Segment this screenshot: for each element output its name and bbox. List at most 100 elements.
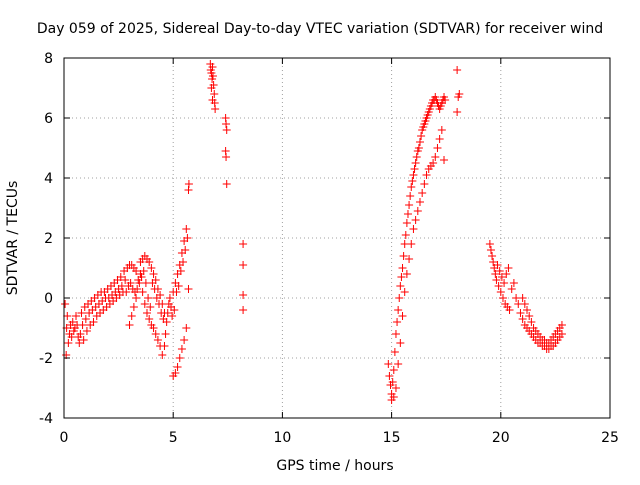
data-point-marker <box>409 171 418 179</box>
y-tick-label: 0 <box>44 291 53 307</box>
data-point-marker <box>72 312 81 320</box>
data-point-marker <box>403 210 412 218</box>
data-point-marker <box>171 369 180 377</box>
data-point-marker <box>505 306 514 314</box>
data-point-marker <box>182 225 191 233</box>
data-point-marker <box>222 126 231 134</box>
data-point-marker <box>184 180 193 188</box>
data-point-marker <box>78 321 87 329</box>
data-point-marker <box>406 192 415 200</box>
data-point-marker <box>500 279 509 287</box>
data-point-marker <box>179 258 188 266</box>
data-point-marker <box>399 252 408 260</box>
data-point-marker <box>497 273 506 281</box>
x-tick-label: 5 <box>169 430 178 446</box>
data-point-marker <box>211 105 220 113</box>
data-point-marker <box>494 282 503 290</box>
data-point-marker <box>138 288 147 296</box>
y-tick-label: 4 <box>44 171 53 187</box>
data-point-marker <box>127 312 136 320</box>
data-point-marker <box>486 246 495 254</box>
data-point-marker <box>172 288 181 296</box>
data-point-marker <box>161 330 170 338</box>
data-point-marker <box>153 285 162 293</box>
data-point-marker <box>420 180 429 188</box>
data-point-marker <box>504 264 513 272</box>
data-point-marker <box>488 252 497 260</box>
y-tick-label: 6 <box>44 111 53 127</box>
data-point-marker <box>176 267 185 275</box>
data-point-marker <box>485 240 494 248</box>
data-point-marker <box>433 144 442 152</box>
data-point-marker <box>82 327 91 335</box>
data-point-marker <box>76 330 85 338</box>
data-point-marker <box>89 318 98 326</box>
x-tick-label: 20 <box>492 430 510 446</box>
data-point-marker <box>417 132 426 140</box>
x-tick-label: 15 <box>383 430 401 446</box>
data-point-marker <box>77 309 86 317</box>
data-point-marker <box>144 294 153 302</box>
data-point-marker <box>408 177 417 185</box>
data-point-marker <box>520 300 529 308</box>
data-point-marker <box>453 66 462 74</box>
data-point-marker <box>498 294 507 302</box>
grid-lines <box>64 58 610 418</box>
data-point-marker <box>146 303 155 311</box>
data-point-marker <box>180 336 189 344</box>
data-point-marker <box>239 240 248 248</box>
data-point-marker <box>496 288 505 296</box>
y-tick-label: -2 <box>39 351 53 367</box>
data-point-marker <box>173 363 182 371</box>
data-point-marker <box>414 144 423 152</box>
data-points <box>61 60 566 404</box>
data-point-marker <box>412 153 421 161</box>
data-point-marker <box>509 279 518 287</box>
data-point-marker <box>527 318 536 326</box>
data-point-marker <box>132 267 141 275</box>
data-point-marker <box>384 360 393 368</box>
data-point-marker <box>413 207 422 215</box>
data-point-marker <box>239 306 248 314</box>
data-point-marker <box>142 309 151 317</box>
data-point-marker <box>394 306 403 314</box>
data-point-marker <box>122 288 131 296</box>
data-point-marker <box>389 366 398 374</box>
data-point-marker <box>389 393 398 401</box>
chart-title: Day 059 of 2025, Sidereal Day-to-day VTE… <box>37 21 603 37</box>
data-point-marker <box>410 165 419 173</box>
data-point-marker <box>129 303 138 311</box>
data-point-marker <box>210 90 219 98</box>
data-point-marker <box>162 318 171 326</box>
data-point-marker <box>132 294 141 302</box>
data-point-marker <box>492 276 501 284</box>
data-point-marker <box>385 372 394 380</box>
data-point-marker <box>405 255 414 263</box>
data-point-marker <box>391 384 400 392</box>
data-point-marker <box>239 261 248 269</box>
data-point-marker <box>68 318 77 326</box>
data-point-marker <box>126 279 135 287</box>
y-axis-title: SDTVAR / TECUs <box>5 181 21 296</box>
data-point-marker <box>557 330 566 338</box>
data-point-marker <box>175 354 184 362</box>
data-point-marker <box>415 198 424 206</box>
data-point-marker <box>415 138 424 146</box>
data-point-marker <box>149 324 158 332</box>
data-point-marker <box>455 90 464 98</box>
data-point-marker <box>165 294 174 302</box>
data-point-marker <box>431 153 440 161</box>
data-point-marker <box>411 159 420 167</box>
data-point-marker <box>239 291 248 299</box>
data-point-marker <box>222 120 231 128</box>
x-axis-title: GPS time / hours <box>276 458 393 474</box>
data-point-marker <box>147 264 156 272</box>
data-point-marker <box>396 282 405 290</box>
data-point-marker <box>395 294 404 302</box>
data-point-marker <box>407 183 416 191</box>
data-point-marker <box>177 345 186 353</box>
data-point-marker <box>208 72 217 80</box>
data-point-marker <box>557 321 566 329</box>
data-point-marker <box>207 84 216 92</box>
data-point-marker <box>170 306 179 314</box>
